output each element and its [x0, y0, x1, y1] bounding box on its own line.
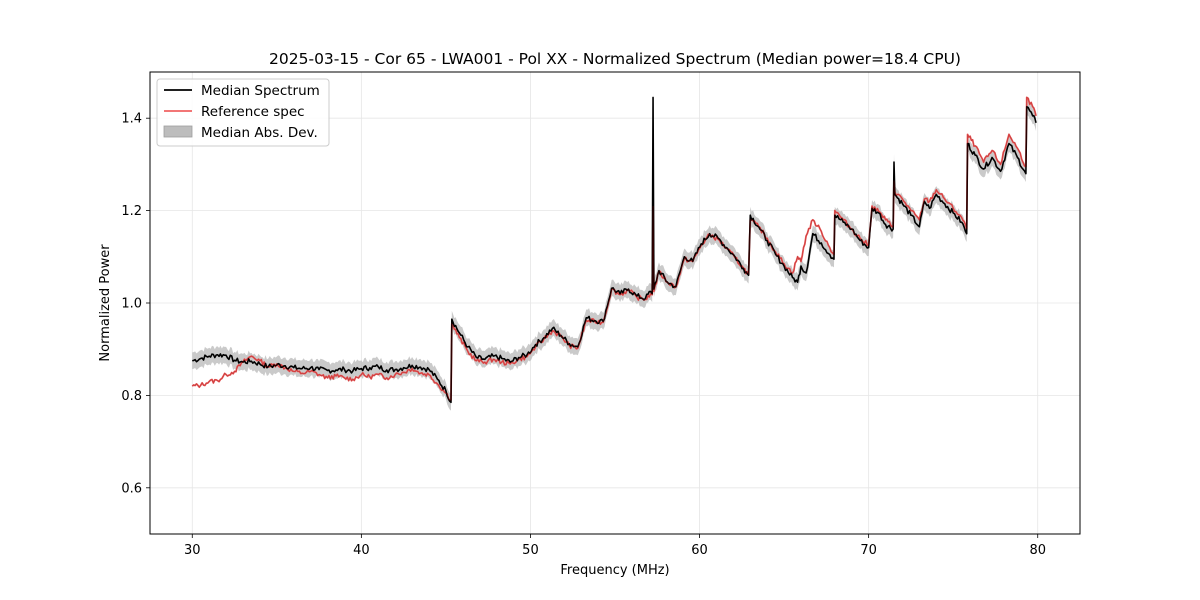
x-tick-label: 50: [522, 543, 539, 558]
x-axis-ticks: 30 40 50 60 70 80: [184, 534, 1046, 558]
x-tick-label: 80: [1029, 543, 1046, 558]
y-tick-label: 1.2: [121, 204, 142, 219]
y-tick-label: 1.4: [121, 112, 142, 127]
legend-reference-label: Reference spec: [201, 104, 305, 120]
legend-median-label: Median Spectrum: [201, 83, 320, 99]
x-tick-label: 40: [353, 543, 370, 558]
x-tick-label: 30: [184, 543, 201, 558]
x-axis-label: Frequency (MHz): [560, 563, 669, 578]
x-tick-label: 70: [860, 543, 877, 558]
legend-mad-swatch: [163, 125, 193, 138]
median-spectrum-line: [192, 96, 1037, 404]
mad-band-layer: [192, 89, 1037, 411]
y-axis-label: Normalized Power: [98, 244, 113, 362]
y-tick-label: 0.8: [121, 389, 142, 404]
y-tick-label: 0.6: [121, 481, 142, 496]
y-tick-label: 1.0: [121, 297, 142, 312]
legend: Median Spectrum Reference spec Median Ab…: [156, 78, 330, 147]
reference-spec-line: [191, 96, 1037, 401]
reference-line-layer: [191, 96, 1037, 401]
legend-box: [156, 78, 330, 147]
y-axis-ticks: 0.6 0.8 1.0 1.2 1.4: [121, 112, 150, 496]
legend-mad-label: Median Abs. Dev.: [201, 125, 318, 141]
chart-title: 2025-03-15 - Cor 65 - LWA001 - Pol XX - …: [269, 50, 961, 68]
reference-overlap-line: [191, 96, 1037, 401]
mad-band: [192, 89, 1037, 411]
x-tick-label: 60: [691, 543, 708, 558]
median-line-layer: [191, 96, 1037, 404]
